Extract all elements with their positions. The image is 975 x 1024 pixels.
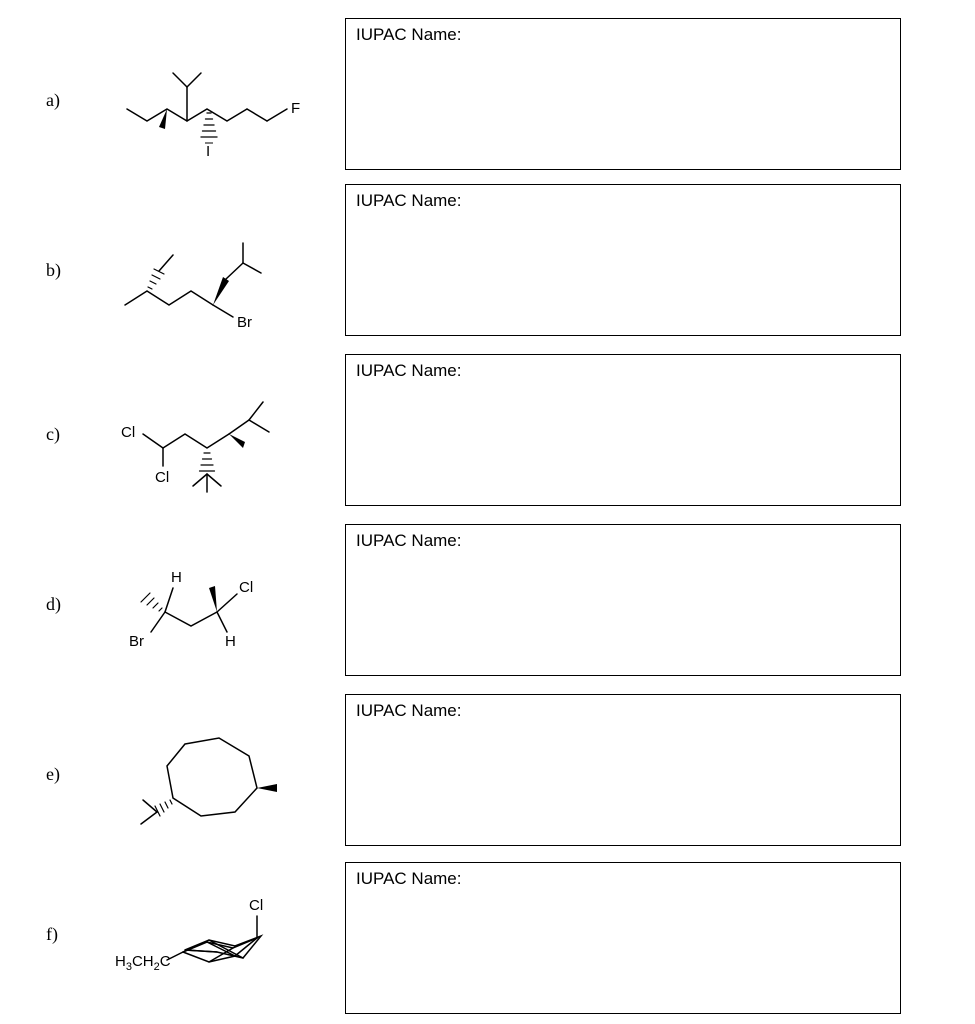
structure-a: F I <box>115 43 315 163</box>
svg-text:F: F <box>291 100 300 117</box>
answer-prompt: IUPAC Name: <box>356 531 462 550</box>
item-label: d) <box>46 594 61 615</box>
answer-box[interactable]: IUPAC Name: <box>345 694 901 846</box>
structure-b: Br <box>115 209 305 329</box>
structure-c: Cl Cl <box>115 374 305 504</box>
answer-prompt: IUPAC Name: <box>356 191 462 210</box>
answer-box[interactable]: IUPAC Name: <box>345 18 901 170</box>
svg-text:I: I <box>206 143 210 160</box>
item-label: c) <box>46 424 60 445</box>
answer-box[interactable]: IUPAC Name: <box>345 524 901 676</box>
answer-prompt: IUPAC Name: <box>356 25 462 44</box>
structure-f: Cl H3CH2C <box>115 892 305 982</box>
structure-d: H Cl Br H <box>115 564 285 654</box>
svg-text:Br: Br <box>129 633 144 650</box>
answer-prompt: IUPAC Name: <box>356 869 462 888</box>
answer-box[interactable]: IUPAC Name: <box>345 354 901 506</box>
item-label: f) <box>46 924 58 945</box>
item-label: a) <box>46 90 60 111</box>
svg-text:Cl: Cl <box>121 424 135 441</box>
svg-text:H: H <box>171 569 182 586</box>
answer-prompt: IUPAC Name: <box>356 361 462 380</box>
item-label: e) <box>46 764 60 785</box>
svg-text:H: H <box>225 633 236 650</box>
svg-text:H3CH2C: H3CH2C <box>115 953 171 973</box>
answer-prompt: IUPAC Name: <box>356 701 462 720</box>
svg-text:Br: Br <box>237 314 252 329</box>
structure-e <box>115 714 315 834</box>
svg-text:Cl: Cl <box>155 469 169 486</box>
svg-text:Cl: Cl <box>239 579 253 596</box>
answer-box[interactable]: IUPAC Name: <box>345 862 901 1014</box>
svg-text:Cl: Cl <box>249 897 263 914</box>
answer-box[interactable]: IUPAC Name: <box>345 184 901 336</box>
item-label: b) <box>46 260 61 281</box>
